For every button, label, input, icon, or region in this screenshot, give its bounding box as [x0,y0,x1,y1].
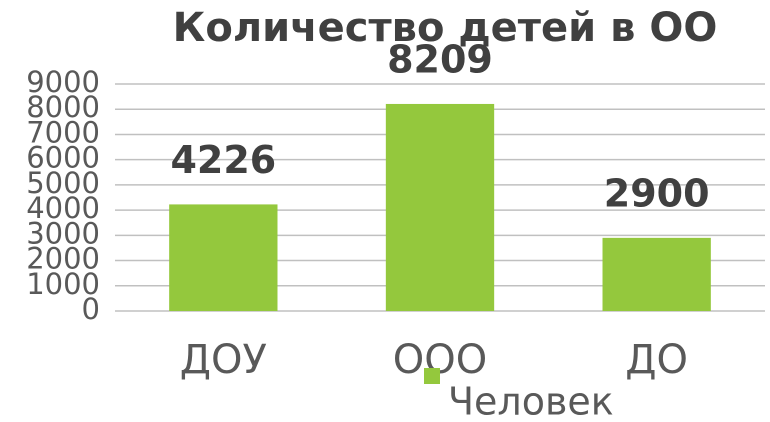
data-label: 2900 [604,171,710,215]
bar [602,237,711,311]
bar [169,204,278,311]
y-tick-label: 3000 [26,216,100,250]
y-tick-label: 4000 [26,191,100,225]
x-tick-label: ДО [625,337,688,383]
data-label: 8209 [387,37,493,81]
data-label: 4226 [170,138,276,182]
legend-label: Человек [448,380,614,422]
y-tick-label: 5000 [26,166,100,200]
y-tick-label: 1000 [26,267,100,301]
y-tick-label: 8000 [26,90,100,124]
y-tick-label: 7000 [26,115,100,149]
y-tick-label: 0 [82,292,100,326]
y-tick-label: 9000 [26,65,100,99]
x-tick-label: ДОУ [180,337,267,383]
bar [385,103,495,311]
legend-swatch [424,368,440,384]
y-tick-label: 6000 [26,141,100,175]
y-tick-label: 2000 [26,242,100,276]
chart-title: Количество детей в ОО [173,5,718,51]
